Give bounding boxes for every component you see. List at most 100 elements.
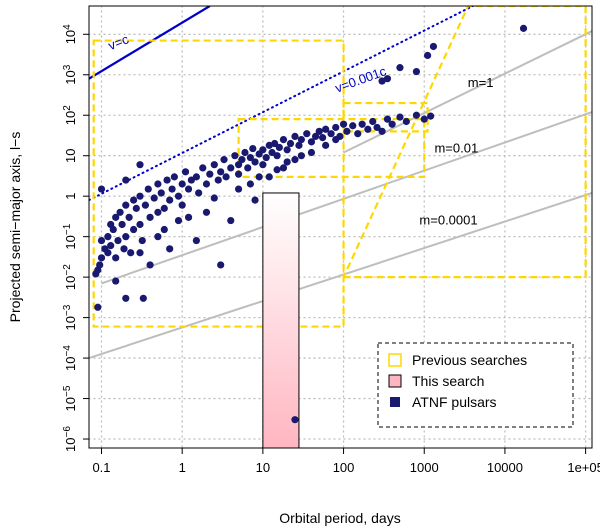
this-search bbox=[262, 192, 300, 448]
pulsar-point bbox=[427, 112, 435, 120]
reference-line-labels: v=c v=0.001c m=1 m=0.01 m=0.0001 bbox=[106, 31, 493, 227]
x-tick-label: 10 bbox=[256, 460, 270, 475]
y-tick-mantissa: 10 bbox=[63, 70, 78, 84]
y-tick-label: 10−4 bbox=[62, 345, 78, 371]
pulsar-point bbox=[192, 173, 200, 181]
pulsar-point bbox=[378, 77, 386, 85]
pulsar-point bbox=[163, 176, 171, 184]
pulsar-point bbox=[97, 185, 106, 193]
pulsar-point bbox=[217, 168, 225, 176]
pulsar-point bbox=[234, 161, 243, 169]
previous-search-region bbox=[237, 118, 426, 178]
pulsar-point bbox=[222, 173, 230, 181]
y-tick-label-text: 10 bbox=[63, 148, 78, 162]
pulsar-point bbox=[373, 123, 381, 132]
legend-swatch-pulsar bbox=[390, 397, 400, 407]
pulsar-point bbox=[181, 168, 190, 176]
y-tick-label: 10−3 bbox=[62, 304, 78, 330]
pulsar-point bbox=[166, 245, 174, 253]
y-tick-exponent: −2 bbox=[62, 264, 73, 276]
y-tick-label-text: 102 bbox=[62, 105, 78, 125]
y-tick-label-text: 10−6 bbox=[62, 426, 78, 452]
pulsar-point bbox=[396, 64, 404, 72]
pulsar-point bbox=[388, 120, 396, 128]
pulsar-point bbox=[120, 245, 128, 253]
pulsar-point bbox=[273, 166, 281, 174]
pulsar-point bbox=[246, 180, 254, 188]
pulsar-point bbox=[244, 164, 252, 172]
y-tick-label: 10−2 bbox=[62, 264, 78, 290]
pulsar-point bbox=[265, 173, 273, 181]
pulsar-point bbox=[295, 141, 303, 149]
pulsar-point bbox=[279, 164, 288, 172]
pulsar-point bbox=[174, 192, 183, 200]
pulsar-point bbox=[378, 127, 386, 135]
pulsar-point bbox=[136, 161, 144, 169]
y-tick-label: 102 bbox=[62, 105, 78, 125]
reference-line bbox=[89, 6, 474, 202]
pulsar-point bbox=[210, 161, 218, 169]
pulsar-point bbox=[109, 225, 117, 234]
pulsar-point bbox=[307, 138, 316, 146]
reference-line-label: v=0.001c bbox=[333, 63, 389, 95]
pulsar-point bbox=[116, 208, 124, 216]
pulsar-point bbox=[327, 130, 335, 138]
pulsar-point bbox=[307, 148, 316, 157]
pulsar-point bbox=[420, 115, 428, 123]
legend-label: This search bbox=[412, 373, 484, 389]
y-axis-title: Projected semi−major axis, l−s bbox=[7, 132, 23, 323]
pulsar-point bbox=[118, 220, 126, 229]
pulsar-point bbox=[231, 152, 239, 160]
plot-frame bbox=[88, 5, 593, 449]
pulsar-point bbox=[96, 261, 104, 269]
pulsar-point bbox=[273, 152, 281, 160]
y-tick-label-text: 10−5 bbox=[62, 385, 78, 411]
pulsar-point bbox=[279, 136, 288, 144]
pulsar-point bbox=[174, 216, 183, 225]
pulsar-point bbox=[429, 42, 438, 51]
pulsar-point bbox=[160, 225, 168, 234]
pulsar-point bbox=[97, 236, 106, 245]
y-tick-mantissa: 10 bbox=[63, 30, 78, 44]
this-search-region bbox=[262, 192, 300, 448]
pulsar-point bbox=[396, 113, 404, 121]
y-tick-label: 1 bbox=[63, 193, 78, 200]
pulsar-point bbox=[168, 185, 176, 193]
x-tick-label: 100 bbox=[333, 460, 355, 475]
pulsar-point bbox=[354, 130, 362, 138]
reference-line-label: m=0.0001 bbox=[419, 212, 477, 227]
pulsar-point bbox=[291, 156, 299, 164]
pulsar-point bbox=[283, 146, 291, 154]
y-tick-exponent: 3 bbox=[62, 64, 73, 70]
pulsar-point bbox=[97, 254, 106, 262]
pulsar-point bbox=[146, 261, 154, 269]
pulsar-point bbox=[202, 180, 211, 188]
pulsar-point bbox=[199, 164, 207, 172]
pulsar-point bbox=[144, 185, 152, 193]
pulsar-point bbox=[184, 213, 193, 221]
pulsar-point bbox=[519, 24, 528, 32]
pulsar-point bbox=[114, 236, 122, 245]
pulsar-point bbox=[303, 130, 311, 138]
y-tick-label: 10−1 bbox=[62, 223, 78, 249]
previous-searches bbox=[92, 6, 587, 328]
pulsar-point bbox=[234, 170, 243, 178]
pulsar-point bbox=[265, 141, 273, 149]
x-axis: 0.1 1 10 100 1000 10000 1e+05 bbox=[92, 448, 600, 475]
pulsar-point bbox=[192, 236, 200, 245]
y-tick-label-text: 1 bbox=[63, 193, 78, 200]
pulsar-point bbox=[255, 173, 263, 181]
pulsar-point bbox=[170, 173, 178, 181]
pulsar-point bbox=[112, 213, 120, 221]
pulsar-point bbox=[227, 164, 235, 172]
y-tick-exponent: −5 bbox=[62, 385, 73, 397]
pulsar-point bbox=[104, 233, 112, 241]
pulsar-point bbox=[343, 127, 351, 135]
pulsar-point bbox=[297, 152, 305, 160]
reference-line-label: v=c bbox=[106, 31, 131, 53]
pulsar-point bbox=[349, 122, 357, 130]
pulsar-points bbox=[92, 24, 528, 424]
pulsar-point bbox=[259, 146, 267, 154]
pulsar-point bbox=[246, 153, 254, 162]
